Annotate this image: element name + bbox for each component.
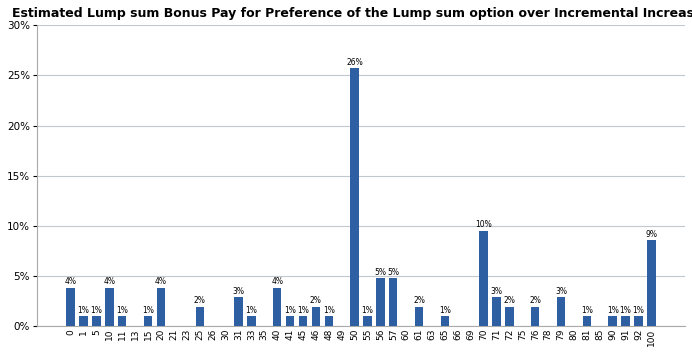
Text: 1%: 1% xyxy=(246,306,257,315)
Text: 1%: 1% xyxy=(581,306,593,315)
Bar xyxy=(608,317,617,326)
Text: 1%: 1% xyxy=(78,306,89,315)
Text: 4%: 4% xyxy=(103,277,116,286)
Text: 2%: 2% xyxy=(194,297,206,305)
Text: 9%: 9% xyxy=(646,229,657,239)
Bar xyxy=(389,278,397,326)
Text: 3%: 3% xyxy=(555,287,567,296)
Bar xyxy=(441,317,449,326)
Bar xyxy=(157,288,165,326)
Bar xyxy=(311,307,320,326)
Bar xyxy=(234,297,243,326)
Text: 1%: 1% xyxy=(284,306,296,315)
Bar xyxy=(583,317,591,326)
Bar xyxy=(196,307,204,326)
Bar xyxy=(286,317,294,326)
Bar xyxy=(505,307,513,326)
Bar xyxy=(92,317,100,326)
Bar xyxy=(118,317,127,326)
Text: 2%: 2% xyxy=(504,297,516,305)
Bar xyxy=(325,317,333,326)
Title: Estimated Lump sum Bonus Pay for Preference of the Lump sum option over Incremen: Estimated Lump sum Bonus Pay for Prefere… xyxy=(12,7,692,20)
Text: 1%: 1% xyxy=(142,306,154,315)
Bar xyxy=(492,297,501,326)
Text: 2%: 2% xyxy=(529,297,541,305)
Bar xyxy=(480,231,488,326)
Bar xyxy=(621,317,630,326)
Text: 2%: 2% xyxy=(413,297,425,305)
Text: 1%: 1% xyxy=(632,306,644,315)
Text: 5%: 5% xyxy=(374,268,386,277)
Text: 4%: 4% xyxy=(155,277,167,286)
Text: 5%: 5% xyxy=(388,268,399,277)
Bar xyxy=(376,278,385,326)
Text: 3%: 3% xyxy=(491,287,502,296)
Bar xyxy=(363,317,372,326)
Bar xyxy=(80,317,88,326)
Text: 1%: 1% xyxy=(439,306,451,315)
Text: 3%: 3% xyxy=(233,287,244,296)
Text: 1%: 1% xyxy=(607,306,619,315)
Text: 26%: 26% xyxy=(346,58,363,67)
Bar xyxy=(247,317,255,326)
Bar xyxy=(144,317,152,326)
Bar xyxy=(635,317,643,326)
Bar xyxy=(557,297,565,326)
Bar xyxy=(273,288,282,326)
Bar xyxy=(647,240,655,326)
Bar xyxy=(105,288,113,326)
Text: 1%: 1% xyxy=(91,306,102,315)
Text: 1%: 1% xyxy=(619,306,632,315)
Bar xyxy=(66,288,75,326)
Text: 1%: 1% xyxy=(116,306,128,315)
Bar xyxy=(415,307,424,326)
Text: 2%: 2% xyxy=(310,297,322,305)
Text: 4%: 4% xyxy=(64,277,77,286)
Bar xyxy=(299,317,307,326)
Text: 1%: 1% xyxy=(297,306,309,315)
Text: 1%: 1% xyxy=(361,306,374,315)
Text: 1%: 1% xyxy=(323,306,335,315)
Text: 4%: 4% xyxy=(271,277,283,286)
Bar xyxy=(350,68,358,326)
Bar xyxy=(531,307,540,326)
Text: 10%: 10% xyxy=(475,220,492,229)
